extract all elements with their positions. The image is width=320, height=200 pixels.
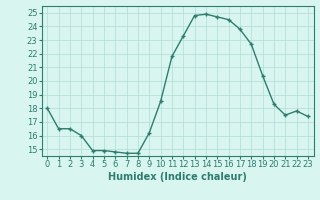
X-axis label: Humidex (Indice chaleur): Humidex (Indice chaleur) xyxy=(108,172,247,182)
